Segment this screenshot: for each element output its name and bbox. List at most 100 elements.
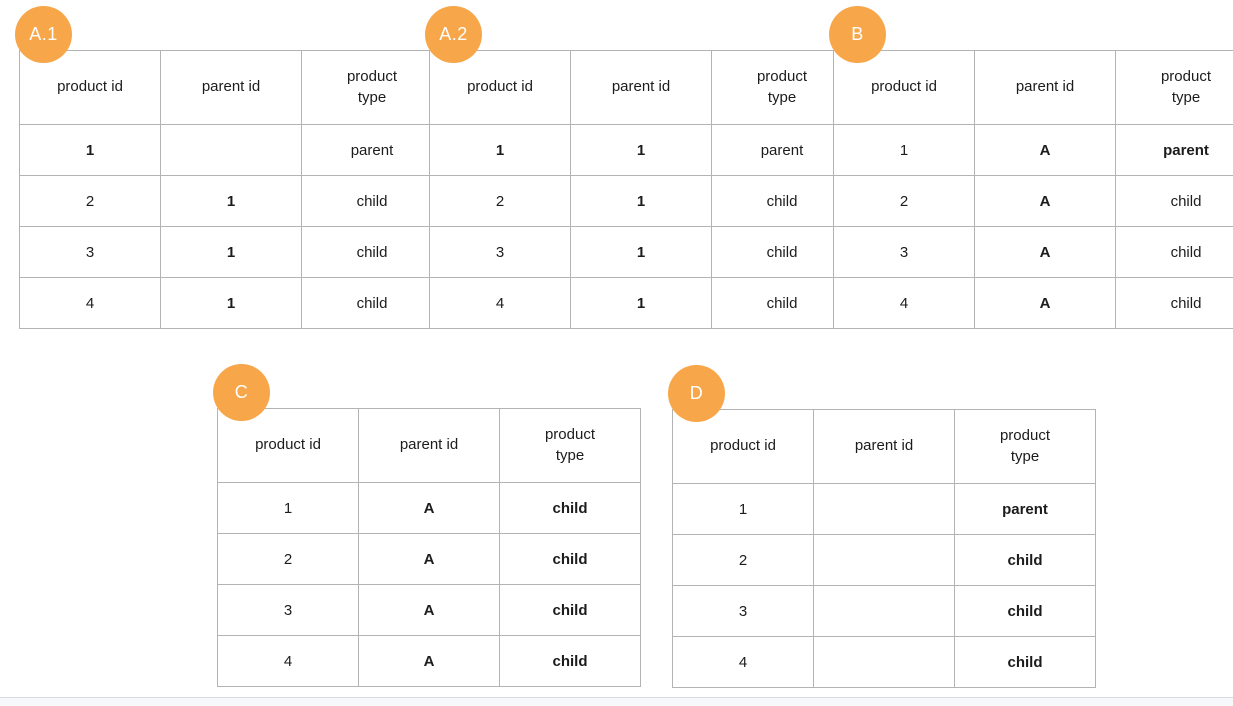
table-cell: 1: [160, 175, 302, 227]
table-cell: 1: [19, 124, 161, 176]
table-row: 4 1 child: [19, 277, 443, 329]
table-row: 2 child: [672, 534, 1096, 586]
table-cell: 1: [429, 124, 571, 176]
table-row: 1 parent: [19, 124, 443, 176]
table-cell: 4: [672, 636, 814, 688]
header-row: product id parent id product type: [429, 50, 853, 125]
table-row: 3 1 child: [19, 226, 443, 278]
table-cell: 1: [570, 277, 712, 329]
table-cell: child: [499, 584, 641, 636]
badge-a2: A.2: [425, 6, 482, 63]
table-row: 4 1 child: [429, 277, 853, 329]
table-cell: 3: [672, 585, 814, 637]
header-cell: parent id: [974, 50, 1116, 125]
table-cell: A: [974, 226, 1116, 278]
table-cell: 2: [672, 534, 814, 586]
header-cell: parent id: [358, 408, 500, 483]
table-cell: child: [954, 534, 1096, 586]
header-row: product id parent id product type: [217, 408, 641, 483]
table-cell: child: [711, 175, 853, 227]
table-row: 2 1 child: [429, 175, 853, 227]
header-cell: product type: [711, 50, 853, 125]
table-d: product id parent id product type 1 parent 2 ch…: [672, 409, 1096, 688]
table-cell: 2: [19, 175, 161, 227]
table-cell: A: [358, 482, 500, 534]
table-cell: 1: [160, 226, 302, 278]
table-row: 1 1 parent: [429, 124, 853, 176]
table-cell: 1: [570, 226, 712, 278]
table-row: 3 child: [672, 585, 1096, 637]
table-row: 3 1 child: [429, 226, 853, 278]
table-row: 2 1 child: [19, 175, 443, 227]
table-cell: child: [301, 277, 443, 329]
table-cell: 3: [833, 226, 975, 278]
table-cell: parent: [1115, 124, 1233, 176]
table-cell: 2: [429, 175, 571, 227]
table-cell: child: [1115, 277, 1233, 329]
table-cell: [813, 534, 955, 586]
table-cell: [813, 483, 955, 535]
table-cell: 2: [217, 533, 359, 585]
table-cell: A: [974, 277, 1116, 329]
table-cell: child: [499, 482, 641, 534]
table-cell: 1: [672, 483, 814, 535]
table-cell: child: [499, 635, 641, 687]
table-cell: child: [954, 585, 1096, 637]
table-cell: child: [301, 175, 443, 227]
table-cell: 1: [217, 482, 359, 534]
table-cell: child: [301, 226, 443, 278]
header-cell: parent id: [570, 50, 712, 125]
table-cell: 3: [429, 226, 571, 278]
header-cell: parent id: [813, 409, 955, 484]
table-cell: [813, 636, 955, 688]
table-cell: child: [711, 277, 853, 329]
table-row: 1 parent: [672, 483, 1096, 535]
header-cell: product type: [499, 408, 641, 483]
table-cell: child: [711, 226, 853, 278]
table-cell: 1: [160, 277, 302, 329]
header-row: product id parent id product type: [19, 50, 443, 125]
table-cell: 4: [19, 277, 161, 329]
table-cell: child: [1115, 175, 1233, 227]
table-row: 4 child: [672, 636, 1096, 688]
header-cell: product type: [1115, 50, 1233, 125]
table-cell: 3: [19, 226, 161, 278]
table-cell: child: [1115, 226, 1233, 278]
table-cell: A: [358, 635, 500, 687]
header-row: product id parent id product type: [833, 50, 1233, 125]
badge-c: C: [213, 364, 270, 421]
table-cell: A: [974, 124, 1116, 176]
table-cell: A: [974, 175, 1116, 227]
header-cell: product type: [301, 50, 443, 125]
table-cell: [160, 124, 302, 176]
table-cell: A: [358, 584, 500, 636]
table-cell: [813, 585, 955, 637]
badge-b: B: [829, 6, 886, 63]
table-cell: A: [358, 533, 500, 585]
header-cell: product type: [954, 409, 1096, 484]
table-cell: child: [499, 533, 641, 585]
table-cell: 1: [570, 175, 712, 227]
table-cell: parent: [954, 483, 1096, 535]
table-cell: parent: [301, 124, 443, 176]
table-cell: 4: [217, 635, 359, 687]
table-cell: 2: [833, 175, 975, 227]
table-cell: 1: [833, 124, 975, 176]
table-a1: product id parent id product type 1 parent 2 1 c…: [19, 50, 443, 329]
header-cell: parent id: [160, 50, 302, 125]
header-row: product id parent id product type: [672, 409, 1096, 484]
table-cell: 4: [429, 277, 571, 329]
table-cell: parent: [711, 124, 853, 176]
table-cell: 1: [570, 124, 712, 176]
